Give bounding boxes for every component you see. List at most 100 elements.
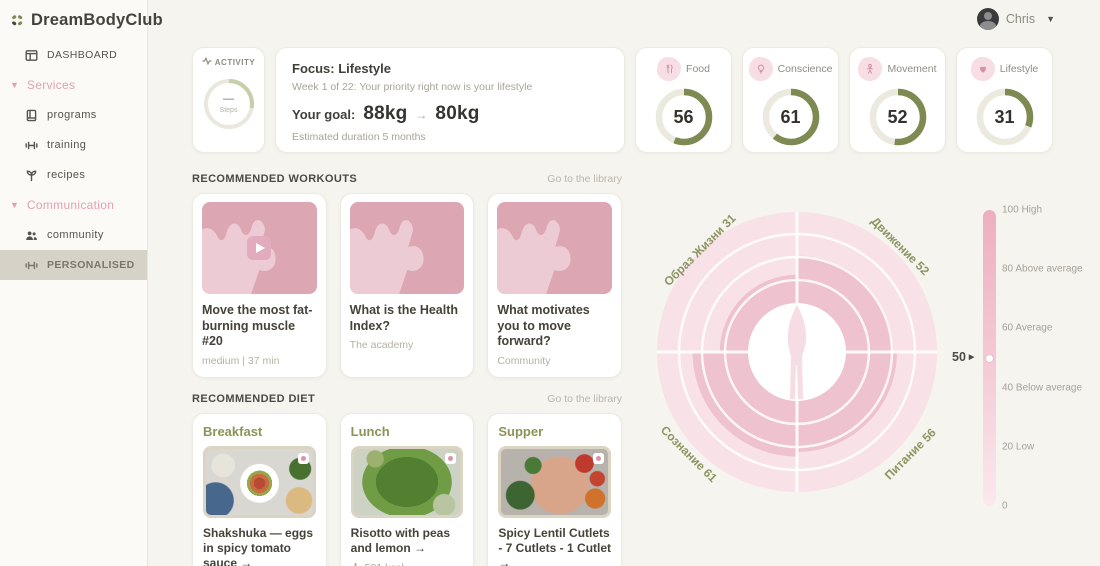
activity-pulse-icon xyxy=(202,56,212,67)
meal-photo xyxy=(498,445,612,518)
goal-to: 80kg xyxy=(435,103,480,124)
goal-from: 88kg xyxy=(363,103,408,124)
workout-card[interactable]: What is the Health Index? The academy xyxy=(339,193,475,378)
scale-current-marker: 50 ▶ xyxy=(952,350,974,364)
chevron-down-icon: ▼ xyxy=(10,79,19,90)
user-menu[interactable]: Chris ▼ xyxy=(192,0,1055,34)
score-card-lifestyle: Lifestyle 31 xyxy=(956,47,1053,153)
main-content: Chris ▼ ACTIVITY — Steps xyxy=(148,0,1100,566)
dumbbell-icon xyxy=(24,258,38,272)
sprout-icon xyxy=(24,168,38,182)
workout-meta: Community xyxy=(497,354,551,367)
brand-name: DreamBodyClub xyxy=(31,10,163,29)
sidebar-item-community[interactable]: community xyxy=(0,220,147,250)
workouts-section: RECOMMENDED WORKOUTS Go to the library M… xyxy=(192,173,623,378)
scale-label: 20 Low xyxy=(1002,441,1035,453)
sidebar-item-recipes[interactable]: recipes xyxy=(0,160,147,190)
sidebar-group-services[interactable]: ▼ Services xyxy=(0,70,147,100)
left-column: RECOMMENDED WORKOUTS Go to the library M… xyxy=(192,173,623,566)
diet-card-lunch[interactable]: Lunch Risotto with peas and lemon → 581 … xyxy=(339,412,475,566)
scale-marker-dot xyxy=(986,354,993,362)
meal-photo xyxy=(350,445,464,518)
workouts-section-title: RECOMMENDED WORKOUTS xyxy=(192,173,358,185)
sidebar-item-label: recipes xyxy=(47,169,86,181)
scale-label: 0 xyxy=(1002,500,1008,512)
meal-name: Supper xyxy=(498,423,544,439)
workout-thumbnail xyxy=(349,202,465,294)
diet-section: RECOMMENDED DIET Go to the library Break… xyxy=(192,392,623,566)
sidebar-item-label: training xyxy=(47,139,87,151)
workout-title: Move the most fat-burning muscle #20 xyxy=(202,303,313,349)
goal-arrow: → xyxy=(415,108,428,122)
activity-ring: — Steps xyxy=(202,77,256,131)
workout-thumbnail xyxy=(202,202,317,294)
chevron-down-icon: ▼ xyxy=(1046,14,1055,24)
sidebar-item-programs[interactable]: programs xyxy=(0,100,147,130)
avatar xyxy=(976,8,999,30)
marker-arrow-icon: ▶ xyxy=(968,354,975,361)
favorite-badge-icon xyxy=(297,452,309,464)
scale-current-value: 50 xyxy=(952,350,966,364)
workout-title: What is the Health Index? xyxy=(349,303,459,333)
sidebar-item-label: PERSONALISED xyxy=(47,259,135,271)
lightbulb-icon xyxy=(748,57,773,81)
sidebar-item-personalised[interactable]: PERSONALISED xyxy=(0,250,147,280)
workout-meta: medium | 37 min xyxy=(202,354,280,367)
user-name: Chris xyxy=(1005,12,1036,26)
heart-icon xyxy=(970,57,995,81)
activity-card: ACTIVITY — Steps xyxy=(192,47,265,153)
sidebar-item-label: programs xyxy=(47,109,97,121)
meal-name: Breakfast xyxy=(203,423,263,439)
score-ring: 61 xyxy=(761,87,821,147)
sidebar-group-label: Communication xyxy=(26,198,115,212)
chevron-down-icon: ▼ xyxy=(10,199,19,210)
sidebar: DreamBodyClub DASHBOARD ▼ Services progr… xyxy=(0,0,163,566)
play-icon[interactable] xyxy=(247,236,272,260)
meal-title: Spicy Lentil Cutlets - 7 Cutlets - 1 Cut… xyxy=(498,525,612,566)
diet-library-link[interactable]: Go to the library xyxy=(547,392,622,405)
health-index-scale: 50 ▶ 100 High 80 Above average 60 Average… xyxy=(952,205,1083,512)
brand-logo[interactable]: DreamBodyClub xyxy=(0,0,163,30)
scale-label: 80 Above average xyxy=(1002,263,1083,275)
focus-subtitle: Week 1 of 22: Your priority right now is… xyxy=(292,81,533,93)
thermometer-icon xyxy=(354,562,357,566)
score-value: 61 xyxy=(780,106,801,127)
goal-duration: Estimated duration 5 months xyxy=(292,131,426,143)
dashboard-icon xyxy=(24,48,38,62)
workouts-library-link[interactable]: Go to the library xyxy=(547,173,622,185)
sidebar-item-dashboard[interactable]: DASHBOARD xyxy=(0,40,147,70)
scale-label: 60 Average xyxy=(1002,322,1053,334)
focus-card: Focus: Lifestyle Week 1 of 22: Your prio… xyxy=(275,47,625,153)
sidebar-group-communication[interactable]: ▼ Communication xyxy=(0,190,147,220)
book-icon xyxy=(24,108,38,122)
person-icon xyxy=(858,57,883,81)
favorite-badge-icon xyxy=(593,452,605,464)
health-index-chart-box: Образ Жизни 31 Движение 52 Сознание 61 П… xyxy=(632,187,962,517)
health-index-chart xyxy=(657,212,937,492)
workout-card[interactable]: What motivates you to move forward? Comm… xyxy=(487,193,623,378)
people-icon xyxy=(24,228,38,242)
score-card-movement: Movement 52 xyxy=(849,47,946,153)
scale-label: 40 Below average xyxy=(1002,382,1083,394)
workout-meta: The academy xyxy=(349,339,414,352)
diet-card-supper[interactable]: Supper Spicy Lentil Cutlets - 7 Cutlets … xyxy=(487,412,623,566)
score-ring: 52 xyxy=(868,87,928,147)
kcal-value: 581 kcal xyxy=(365,562,404,566)
sidebar-item-training[interactable]: training xyxy=(0,130,147,160)
activity-label: ACTIVITY xyxy=(214,57,256,67)
meal-title: Risotto with peas and lemon → xyxy=(350,525,451,555)
diet-section-title: RECOMMENDED DIET xyxy=(192,392,316,405)
dumbbell-icon xyxy=(24,138,38,152)
score-label: Movement xyxy=(887,63,937,75)
score-label: Food xyxy=(686,63,710,75)
body-silhouette-icon xyxy=(787,305,807,399)
meal-title: Shakshuka — eggs in spicy tomato sauce → xyxy=(203,525,314,566)
score-value: 31 xyxy=(994,106,1015,127)
workout-thumbnail xyxy=(497,202,613,294)
workout-card[interactable]: Move the most fat-burning muscle #20 med… xyxy=(192,193,327,378)
score-label: Conscience xyxy=(777,63,833,75)
sidebar-group-label: Services xyxy=(26,78,76,92)
diet-card-breakfast[interactable]: Breakfast Shakshuka — eggs in spicy toma… xyxy=(192,412,327,566)
score-ring: 56 xyxy=(654,87,714,147)
meal-photo xyxy=(203,445,316,518)
